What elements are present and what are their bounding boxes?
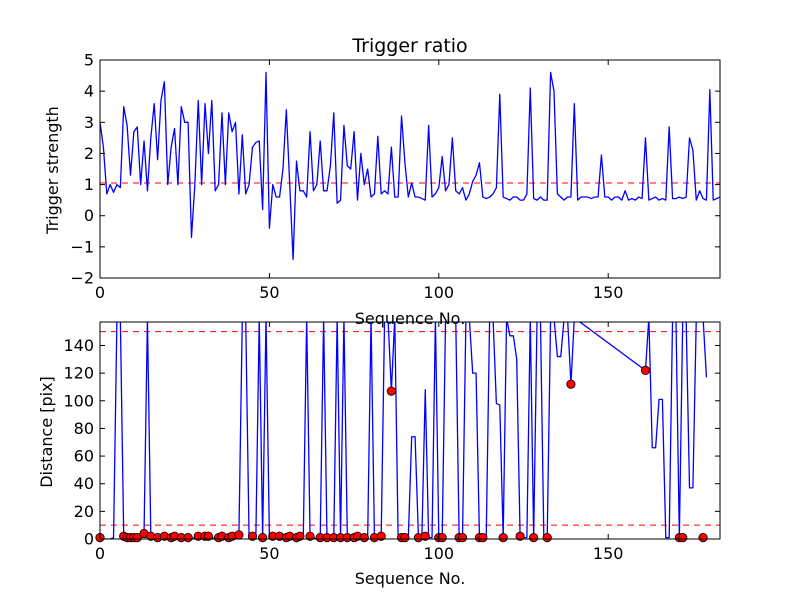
bottom-x-axis-label: Sequence No. xyxy=(355,569,466,588)
distance-panel: 0 50 100 150 0 20 40 60 80 100 120 140 Sequence No.… xyxy=(37,321,721,588)
top-y-tick-label: 2 xyxy=(84,144,94,163)
bottom-data-point-40 xyxy=(376,531,386,541)
bottom-y-tick-label: 80 xyxy=(74,419,94,438)
bottom-data-point-23 xyxy=(258,533,268,543)
bottom-data-point-52 xyxy=(498,533,508,543)
top-x-tick-label: 150 xyxy=(593,283,624,302)
bottom-data-point-47 xyxy=(437,533,447,543)
top-x-tick-label: 50 xyxy=(259,283,279,302)
bottom-data-point-60 xyxy=(698,533,708,543)
bottom-data-point-30 xyxy=(305,531,315,541)
bottom-data-point-51 xyxy=(478,533,488,543)
top-y-tick-label: 0 xyxy=(84,206,94,225)
top-x-tick-label: 100 xyxy=(424,283,455,302)
bottom-y-tick-label: 140 xyxy=(63,336,94,355)
chart-title: Trigger ratio xyxy=(351,35,467,57)
bottom-data-point-53 xyxy=(515,531,525,541)
top-y-tick-label: 5 xyxy=(84,51,94,70)
bottom-x-tick-label: 0 xyxy=(95,544,105,563)
bottom-data-point-49 xyxy=(457,533,468,543)
bottom-data-point-16 xyxy=(203,531,214,541)
bottom-data-point-45 xyxy=(420,531,430,541)
bottom-data-point-22 xyxy=(247,531,258,541)
top-y-tick-label: 3 xyxy=(84,113,94,132)
bottom-data-point-5 xyxy=(132,533,142,543)
bottom-y-tick-label: 20 xyxy=(74,502,94,521)
bottom-y-tick-label: 120 xyxy=(63,364,94,383)
top-y-tick-label: −1 xyxy=(70,237,94,256)
top-y-tick-label: 4 xyxy=(84,82,94,101)
bottom-data-point-56 xyxy=(566,379,576,389)
distance-plot-area: 0 50 100 150 0 20 40 60 80 100 120 140 xyxy=(63,321,721,563)
top-y-tick-label: 1 xyxy=(84,175,94,194)
trigger-ratio-panel: Trigger ratio 0 50 100 150 −2 −1 0 1 2 3 4 5 Sequen… xyxy=(43,35,721,328)
bottom-data-point-59 xyxy=(678,533,688,543)
top-x-tick-label: 0 xyxy=(95,283,105,302)
bottom-x-tick-label: 150 xyxy=(593,544,624,563)
bottom-y-tick-label: 100 xyxy=(63,391,94,410)
bottom-data-point-57 xyxy=(640,365,651,375)
top-y-axis-label: Trigger strength xyxy=(43,106,62,235)
top-y-tick-label: −2 xyxy=(70,269,94,288)
bottom-data-point-54 xyxy=(529,533,539,543)
bottom-y-tick-label: 60 xyxy=(74,447,94,466)
bottom-data-point-38 xyxy=(359,533,369,543)
bottom-x-tick-label: 100 xyxy=(424,544,455,563)
bottom-y-tick-label: 0 xyxy=(84,530,94,549)
bottom-y-axis-label: Distance [pix] xyxy=(37,376,56,488)
bottom-data-point-21 xyxy=(234,530,244,540)
top-x-axis-label: Sequence No. xyxy=(355,309,466,328)
bottom-y-tick-label: 40 xyxy=(74,474,94,493)
trigger-plot-area: 0 50 100 150 −2 −1 0 1 2 3 4 5 xyxy=(70,51,721,302)
bottom-data-point-41 xyxy=(386,386,396,396)
bottom-x-tick-label: 50 xyxy=(259,544,279,563)
bottom-data-point-29 xyxy=(295,531,305,541)
top-axes-frame xyxy=(99,59,721,279)
top-series-line-0 xyxy=(100,71,720,260)
bottom-data-point-55 xyxy=(542,533,552,543)
bottom-data-point-43 xyxy=(400,533,410,543)
bottom-axes-frame xyxy=(99,321,721,540)
bottom-data-point-13 xyxy=(183,533,193,543)
